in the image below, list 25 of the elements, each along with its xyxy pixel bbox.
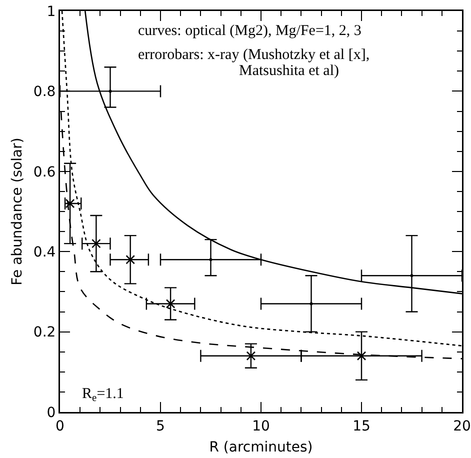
point xyxy=(108,90,112,93)
point xyxy=(126,254,135,264)
y-tick-label: 0.4 xyxy=(33,244,56,260)
annotation: Matsushita et al) xyxy=(239,63,339,79)
x-tick-label: 15 xyxy=(352,418,370,434)
point xyxy=(246,351,256,361)
annotation: R$_{e}$=1.1 xyxy=(82,386,124,404)
y-tick-label: 1 xyxy=(46,4,56,20)
point xyxy=(356,351,366,361)
x-axis-title: R (arcminutes) xyxy=(209,439,313,456)
annotation: curves: optical (Mg2), Mg/Fe=1, 2, 3 xyxy=(138,23,362,39)
y-tick-label: 0.6 xyxy=(33,164,56,180)
y-tick-label: 0 xyxy=(46,404,56,421)
x-tick-label: 10 xyxy=(252,418,270,434)
y-tick-label: 0.2 xyxy=(33,324,56,341)
y-axis-title: Fe abundance (solar) xyxy=(9,138,26,286)
annotation: errorobars: x-ray (Mushotzky et al [x], xyxy=(138,47,370,63)
x-tick-label: 20 xyxy=(453,418,471,434)
x-tick-label: 5 xyxy=(156,418,165,434)
y-tick-label: 0.8 xyxy=(33,84,56,100)
point xyxy=(92,238,101,248)
point xyxy=(310,302,313,306)
point xyxy=(166,299,176,308)
point xyxy=(410,274,414,278)
point xyxy=(209,258,212,262)
